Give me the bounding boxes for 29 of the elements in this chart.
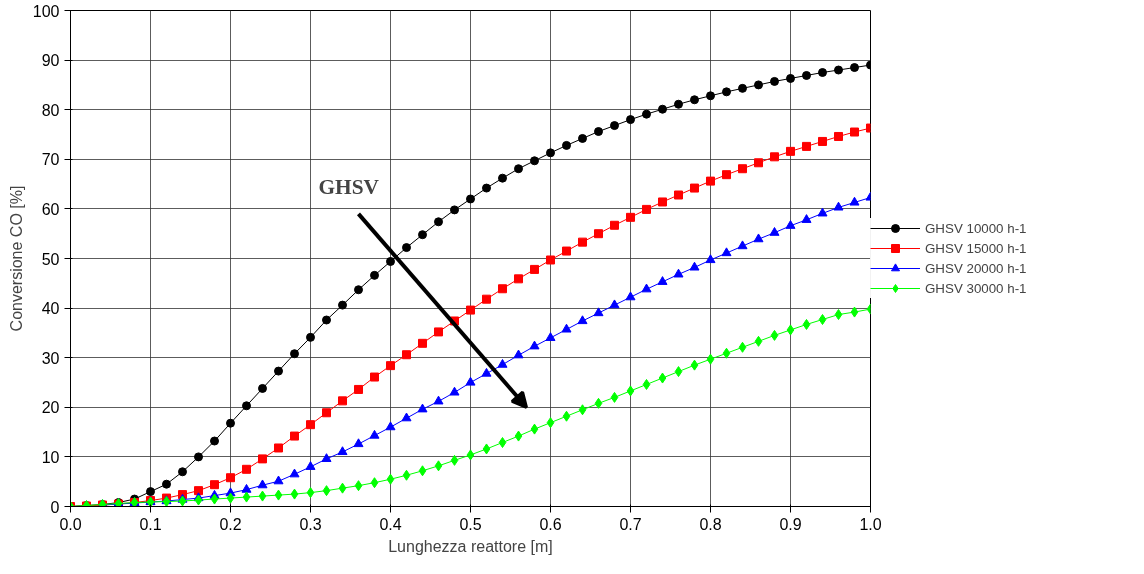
y-tick-label: 80 <box>41 101 60 119</box>
x-tick-label: 0.8 <box>699 515 722 533</box>
y-axis-title: Conversione CO [%] <box>7 185 25 332</box>
x-tick-label: 0.5 <box>459 515 482 533</box>
y-tick-label: 60 <box>41 200 60 218</box>
x-tick-label: 0.9 <box>779 515 802 533</box>
y-tick-label: 30 <box>41 349 60 367</box>
y-tick-label: 20 <box>41 399 60 417</box>
x-tick-label: 0.1 <box>139 515 162 533</box>
x-tick-label: 0.2 <box>219 515 242 533</box>
x-axis-title: Lunghezza reattore [m] <box>388 537 553 555</box>
x-tick-label: 0.3 <box>299 515 322 533</box>
y-tick-label: 50 <box>41 250 60 268</box>
y-tick-label: 40 <box>41 300 60 318</box>
y-tick-label: 0 <box>50 498 60 516</box>
y-tick-label: 90 <box>41 52 60 70</box>
annotation: GHSV <box>318 174 380 199</box>
y-tick-label: 10 <box>41 448 60 466</box>
legend-label: GHSV 10000 h-1 <box>925 220 1027 236</box>
legend-label: GHSV 15000 h-1 <box>925 240 1027 256</box>
y-tick-label: 70 <box>41 151 60 169</box>
x-tick-label: 1.0 <box>859 515 882 533</box>
x-tick-label: 0.0 <box>59 515 82 533</box>
y-tick-label: 100 <box>32 2 60 20</box>
x-tick-label: 0.7 <box>619 515 642 533</box>
x-tick-label: 0.6 <box>539 515 562 533</box>
legend-label: GHSV 30000 h-1 <box>925 280 1027 296</box>
x-tick-label: 0.4 <box>379 515 402 533</box>
legend-label: GHSV 20000 h-1 <box>925 260 1027 276</box>
